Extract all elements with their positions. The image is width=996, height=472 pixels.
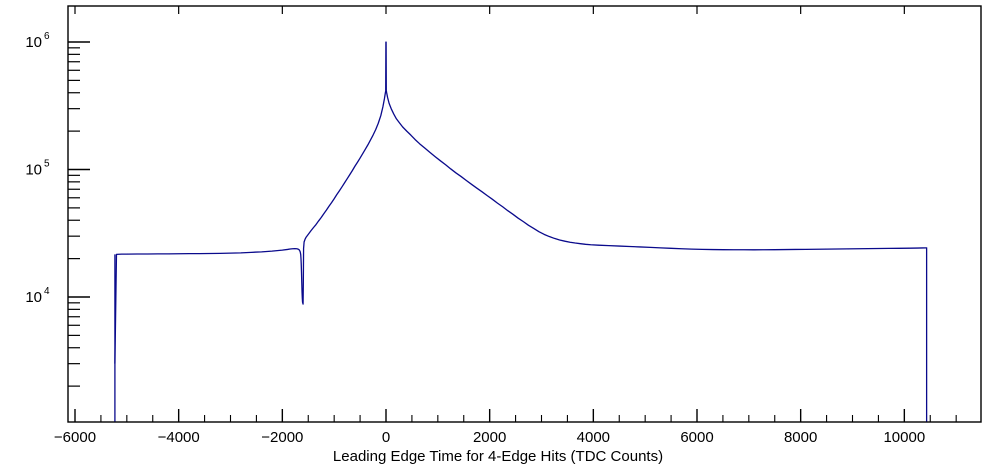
svg-text:6: 6 <box>44 31 50 42</box>
svg-text:8000: 8000 <box>784 429 817 446</box>
svg-text:2000: 2000 <box>473 429 506 446</box>
svg-text:10: 10 <box>25 34 42 51</box>
svg-text:10: 10 <box>25 162 42 179</box>
svg-text:6000: 6000 <box>680 429 713 446</box>
svg-text:10: 10 <box>25 289 42 306</box>
svg-text:0: 0 <box>382 429 390 446</box>
x-axis-title: Leading Edge Time for 4-Edge Hits (TDC C… <box>332 448 664 465</box>
svg-text:5: 5 <box>44 159 50 170</box>
svg-text:10000: 10000 <box>883 429 925 446</box>
svg-text:−4000: −4000 <box>158 429 200 446</box>
svg-text:−6000: −6000 <box>54 429 96 446</box>
svg-text:4: 4 <box>44 286 50 297</box>
svg-text:4000: 4000 <box>577 429 610 446</box>
x-axis: −6000 −4000 −2000 0 2000 4000 6000 8000 10000 <box>54 6 957 446</box>
svg-text:−2000: −2000 <box>261 429 303 446</box>
plot-frame <box>67 5 982 423</box>
data-series-line <box>114 41 928 422</box>
